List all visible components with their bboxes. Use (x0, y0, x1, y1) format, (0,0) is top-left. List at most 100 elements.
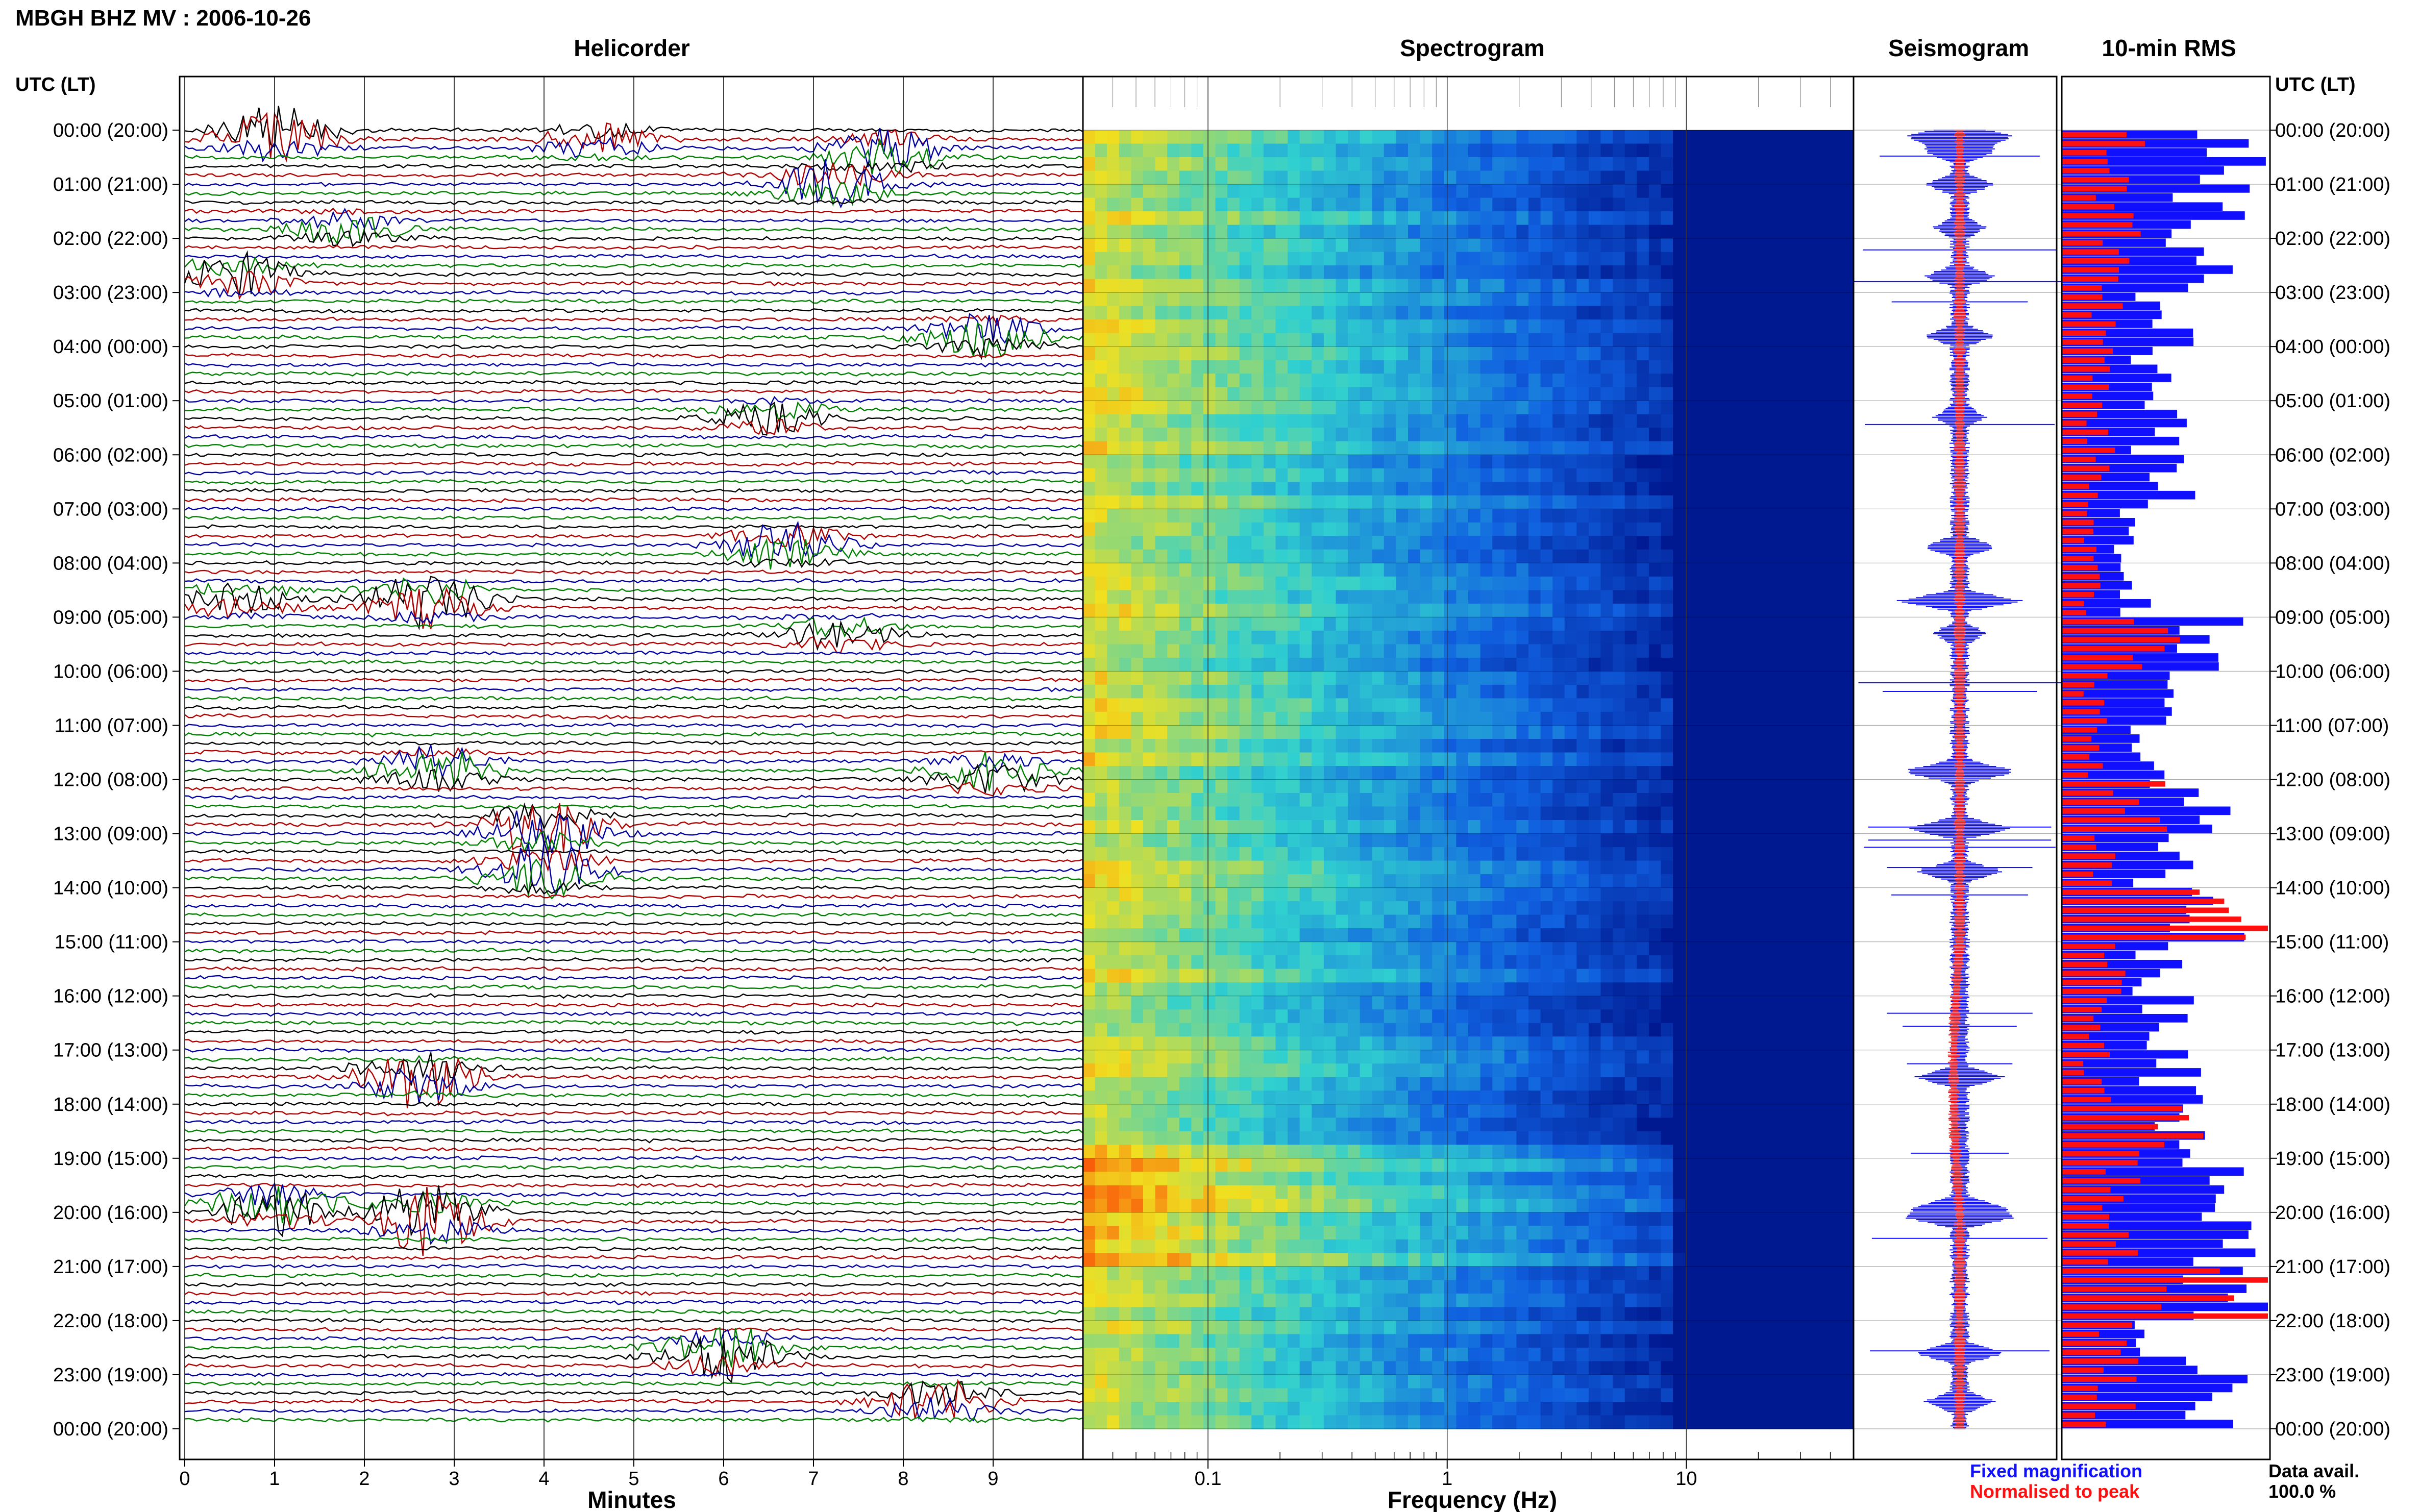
spectrogram-cell (1179, 414, 1192, 428)
spectrogram-cell (1167, 482, 1180, 496)
spectrogram-cell (1275, 576, 1288, 591)
spectrogram-cell (1179, 1131, 1192, 1146)
spectrogram-cell (1528, 252, 1541, 266)
spectrogram-cell (1624, 1036, 1638, 1051)
spectrogram-cell (1203, 1077, 1216, 1091)
spectrogram-cell (1143, 387, 1156, 401)
spectrogram-cell (1829, 1036, 1842, 1051)
spectrogram-cell (1299, 684, 1313, 699)
spectrogram-cell (1648, 793, 1662, 807)
spectrogram-cell (1661, 617, 1673, 631)
spectrogram-cell (1143, 563, 1156, 577)
spectrogram-cell (1673, 928, 1686, 943)
spectrogram-cell (1191, 428, 1204, 442)
spectrogram-cell (1083, 1050, 1096, 1064)
spectrogram-cell (1552, 590, 1565, 604)
spectrogram-cell (1372, 563, 1385, 577)
spectrogram-cell (1769, 928, 1782, 943)
spectrogram-cell (1239, 157, 1252, 171)
spectrogram-cell (1239, 495, 1252, 510)
spectrogram-cell (1841, 887, 1854, 902)
spectrogram-cell (1552, 265, 1565, 280)
spectrogram-cell (1552, 157, 1565, 171)
spectrogram-cell (1336, 941, 1348, 956)
spectrogram-cell (1721, 346, 1734, 361)
spectrogram-cell (1721, 387, 1734, 401)
spectrogram-cell (1227, 887, 1240, 902)
spectrogram-cell (1793, 698, 1806, 712)
spectrogram-cell (1841, 482, 1854, 496)
spectrogram-cell (1312, 901, 1324, 915)
spectrogram-cell (1793, 346, 1806, 361)
spectrogram-cell (1805, 1131, 1818, 1146)
spectrogram-cell (1408, 441, 1421, 455)
spectrogram-cell (1468, 1023, 1481, 1037)
spectrogram-cell (1648, 130, 1662, 144)
spectrogram-cell (1155, 725, 1168, 739)
spectrogram-cell (1360, 401, 1373, 415)
spectrogram-cell (1648, 401, 1662, 415)
spectrogram-cell (1673, 225, 1686, 239)
spectrogram-cell (1624, 428, 1638, 442)
spectrogram-cell (1528, 887, 1541, 902)
spectrogram-cell (1179, 143, 1192, 158)
spectrogram-cell (1733, 860, 1746, 875)
spectrogram-cell (1769, 441, 1782, 455)
spectrogram-cell (1637, 969, 1649, 983)
spectrogram-cell (1624, 211, 1638, 226)
spectrogram-cell (1781, 725, 1794, 739)
spectrogram-cell (1540, 522, 1553, 537)
spectrogram-cell (1432, 387, 1445, 401)
spectrogram-cell (1179, 996, 1192, 1010)
spectrogram-cell (1456, 1050, 1469, 1064)
spectrogram-cell (1757, 563, 1770, 577)
spectrogram-cell (1528, 265, 1541, 280)
spectrogram-cell (1552, 982, 1565, 997)
spectrogram-cell (1456, 455, 1469, 469)
spectrogram-cell (1841, 752, 1854, 766)
spectrogram-cell (1167, 401, 1180, 415)
spectrogram-cell (1299, 603, 1313, 618)
spectrogram-cell (1384, 346, 1397, 361)
spectrogram-cell (1396, 143, 1409, 158)
spectrogram-cell (1239, 684, 1252, 699)
spectrogram-cell (1263, 1009, 1276, 1024)
spectrogram-cell (1757, 576, 1770, 591)
spectrogram-cell (1299, 265, 1313, 280)
spectrogram-cell (1793, 225, 1806, 239)
spectrogram-cell (1564, 197, 1577, 212)
spectrogram-cell (1179, 928, 1192, 943)
spectrogram-cell (1588, 1077, 1601, 1091)
spectrogram-cell (1456, 671, 1469, 685)
spectrogram-cell (1444, 536, 1457, 550)
spectrogram-cell (1299, 252, 1313, 266)
spectrogram-cell (1372, 360, 1385, 374)
spectrogram-cell (1805, 887, 1818, 902)
spectrogram-cell (1576, 374, 1589, 388)
spectrogram-cell (1348, 306, 1361, 320)
spectrogram-cell (1167, 536, 1180, 550)
spectrogram-cell (1384, 1131, 1397, 1146)
spectrogram-cell (1360, 955, 1373, 970)
spectrogram-cell (1504, 833, 1517, 848)
spectrogram-cell (1805, 536, 1818, 550)
spectrogram-cell (1552, 238, 1565, 253)
spectrogram-cell (1107, 752, 1120, 766)
spectrogram-cell (1492, 1104, 1505, 1119)
spectrogram-cell (1468, 1090, 1481, 1105)
spectrogram-cell (1095, 779, 1107, 794)
spectrogram-cell (1299, 1131, 1313, 1146)
spectrogram-cell (1372, 374, 1385, 388)
spectrogram-cell (1275, 319, 1288, 334)
spectrogram-cell (1263, 225, 1276, 239)
spectrogram-cell (1829, 455, 1842, 469)
spectrogram-cell (1757, 1118, 1770, 1132)
spectrogram-cell (1745, 847, 1758, 861)
spectrogram-cell (1095, 833, 1107, 848)
spectrogram-cell (1336, 766, 1348, 780)
spectrogram-cell (1396, 617, 1409, 631)
spectrogram-cell (1709, 1131, 1722, 1146)
spectrogram-cell (1372, 779, 1385, 794)
spectrogram-cell (1576, 211, 1589, 226)
spectrogram-cell (1336, 874, 1348, 888)
